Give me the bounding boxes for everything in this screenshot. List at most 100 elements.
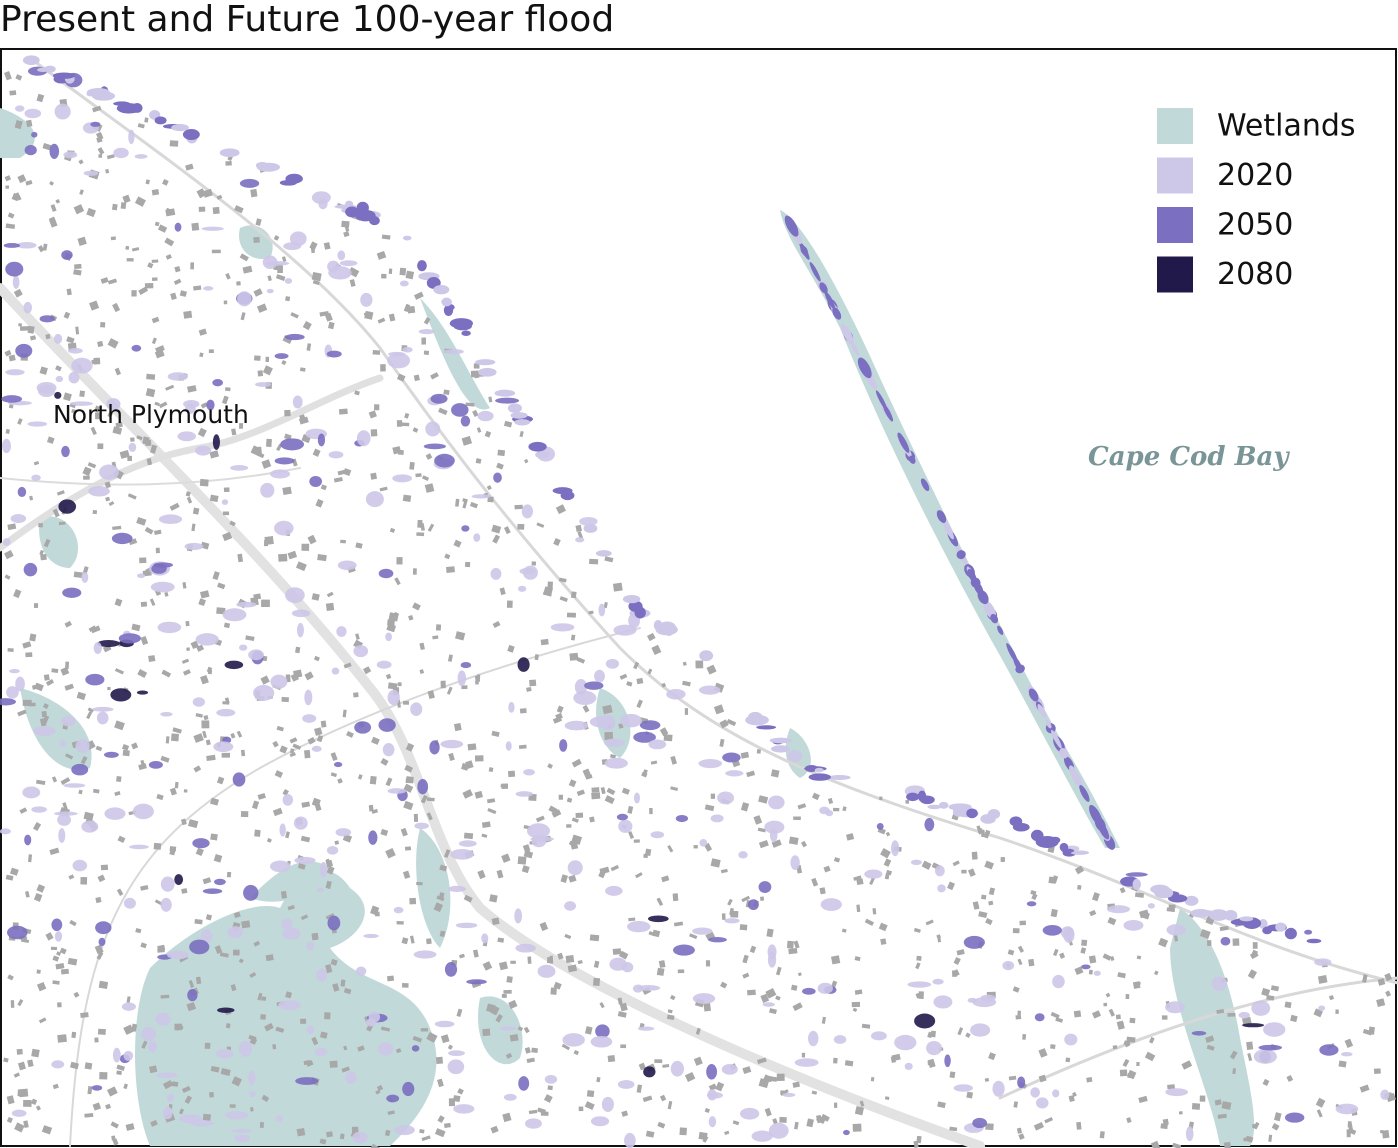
flood-patch bbox=[450, 848, 474, 860]
flood-patch bbox=[214, 878, 226, 886]
building bbox=[853, 875, 862, 881]
building bbox=[481, 821, 491, 828]
flood-patch bbox=[386, 1094, 400, 1103]
coastal-flood bbox=[770, 745, 791, 753]
building bbox=[1142, 912, 1150, 920]
building bbox=[403, 701, 409, 705]
building bbox=[426, 797, 435, 802]
building bbox=[834, 1102, 838, 1108]
building bbox=[253, 593, 262, 600]
building bbox=[142, 436, 150, 445]
building bbox=[219, 952, 229, 958]
flood-patch bbox=[1, 395, 23, 403]
building bbox=[86, 207, 96, 218]
building bbox=[453, 1095, 461, 1103]
building bbox=[434, 1128, 446, 1138]
flood-patch bbox=[157, 621, 182, 634]
flood-patch bbox=[500, 1026, 517, 1031]
building bbox=[584, 1026, 593, 1035]
spit-flood bbox=[997, 625, 1004, 635]
building bbox=[87, 462, 97, 469]
building bbox=[443, 849, 451, 858]
building bbox=[842, 806, 847, 812]
building bbox=[385, 847, 396, 859]
building bbox=[1166, 907, 1176, 913]
building bbox=[539, 921, 549, 932]
building bbox=[117, 835, 126, 844]
building bbox=[619, 1002, 628, 1012]
building bbox=[553, 981, 562, 990]
building bbox=[1149, 1036, 1155, 1044]
flood-patch bbox=[187, 989, 198, 1002]
flood-patch bbox=[934, 865, 945, 877]
building bbox=[29, 495, 34, 501]
building bbox=[95, 412, 101, 420]
building bbox=[325, 880, 332, 890]
flood-patch bbox=[1258, 1044, 1282, 1051]
flood-patch bbox=[710, 814, 724, 823]
flood-patch bbox=[355, 966, 367, 976]
building bbox=[14, 1122, 25, 1133]
building bbox=[285, 991, 293, 999]
building bbox=[492, 534, 501, 544]
flood-patch bbox=[111, 532, 133, 545]
building bbox=[84, 1062, 93, 1070]
building bbox=[311, 593, 320, 601]
building bbox=[693, 844, 698, 849]
building bbox=[257, 370, 264, 377]
building bbox=[684, 1071, 696, 1082]
spit-flood bbox=[799, 241, 810, 260]
building bbox=[65, 661, 70, 670]
coastal-flood bbox=[345, 206, 359, 218]
building bbox=[648, 931, 656, 937]
coastal-flood bbox=[1223, 909, 1238, 921]
building bbox=[64, 683, 74, 691]
building bbox=[1284, 1001, 1292, 1009]
building bbox=[80, 1012, 89, 1018]
building bbox=[325, 913, 335, 920]
coastal-flood bbox=[1306, 938, 1322, 944]
flood-patch bbox=[515, 943, 536, 953]
road bbox=[28, 56, 1398, 985]
building bbox=[210, 797, 220, 806]
building bbox=[961, 869, 967, 874]
building bbox=[279, 745, 288, 754]
building bbox=[1150, 1140, 1161, 1148]
building bbox=[1380, 1130, 1384, 1134]
building bbox=[600, 787, 606, 795]
building bbox=[212, 206, 220, 215]
flood-patch bbox=[222, 608, 247, 622]
building bbox=[635, 872, 643, 879]
building bbox=[1247, 1052, 1253, 1062]
building bbox=[145, 179, 150, 185]
building bbox=[272, 1044, 277, 1050]
building bbox=[301, 543, 310, 551]
building bbox=[14, 119, 23, 130]
building bbox=[1074, 865, 1085, 875]
flood-patch bbox=[317, 887, 324, 893]
building bbox=[506, 600, 513, 608]
building bbox=[388, 612, 399, 622]
flood-patch bbox=[514, 908, 523, 924]
building bbox=[160, 755, 170, 763]
building bbox=[33, 892, 43, 902]
building bbox=[633, 661, 640, 670]
wetland bbox=[0, 108, 35, 158]
building bbox=[337, 469, 346, 476]
flood-patch bbox=[274, 353, 289, 359]
building bbox=[385, 673, 392, 680]
flood-patch bbox=[337, 250, 346, 261]
coastal-flood bbox=[441, 297, 452, 307]
building bbox=[183, 789, 188, 793]
flood-patch bbox=[96, 711, 109, 725]
flood-patch bbox=[708, 937, 727, 943]
building bbox=[20, 938, 30, 944]
building bbox=[183, 669, 191, 676]
building bbox=[66, 336, 75, 344]
building bbox=[304, 749, 311, 759]
building bbox=[461, 762, 470, 771]
building bbox=[52, 955, 60, 962]
building bbox=[164, 591, 169, 597]
flood-patch bbox=[248, 649, 264, 661]
building bbox=[856, 904, 861, 913]
